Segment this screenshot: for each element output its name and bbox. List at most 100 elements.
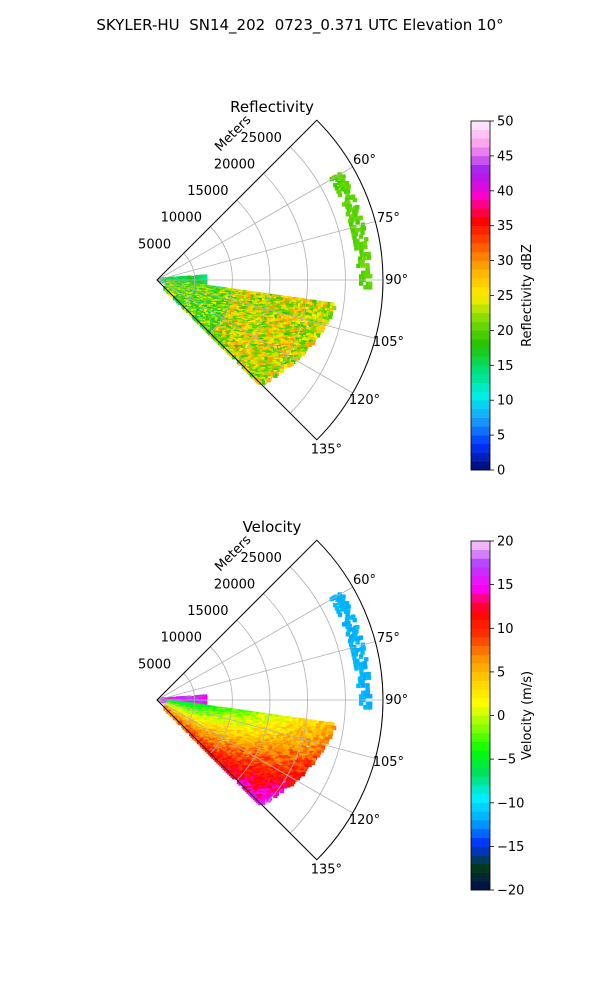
- radar-cell: [355, 204, 360, 210]
- colorbar-band: [471, 400, 490, 410]
- radar-cell: [302, 721, 308, 726]
- radar-cell: [321, 730, 327, 735]
- radar-cell: [297, 353, 302, 358]
- radar-cell: [327, 302, 333, 307]
- radar-cell: [238, 332, 244, 337]
- radar-cell: [309, 305, 314, 310]
- radar-cell: [355, 658, 360, 664]
- radar-cell: [323, 733, 328, 739]
- radar-cell: [329, 728, 334, 733]
- reflectivity-panel: 60°75°90°105°120°135°5000100001500020000…: [138, 98, 535, 479]
- radar-cell: [318, 735, 323, 740]
- radar-cell: [357, 256, 363, 261]
- radar-cell: [336, 189, 341, 194]
- radar-cell: [263, 356, 268, 361]
- colorbar-band: [471, 426, 490, 436]
- radar-cell: [350, 229, 356, 234]
- radar-cell: [286, 303, 291, 308]
- radar-cell: [325, 737, 330, 742]
- radar-cell: [285, 298, 290, 303]
- radar-cell: [313, 737, 318, 742]
- radar-cell: [365, 285, 370, 290]
- radar-cell: [296, 717, 301, 723]
- radar-cell: [364, 657, 369, 662]
- colorbar-band: [471, 199, 490, 209]
- radar-cell: [296, 321, 301, 326]
- radar-cell: [360, 245, 366, 250]
- radar-cell: [355, 647, 360, 653]
- radar-cell: [352, 235, 357, 241]
- radial-tick-label: 25000: [241, 131, 282, 146]
- radar-cell: [303, 718, 308, 724]
- colorbar-band: [471, 443, 490, 453]
- radar-cell: [310, 308, 316, 313]
- radar-cell: [282, 744, 288, 749]
- radar-cell: [242, 302, 247, 308]
- colorbar-tick-label: 0: [497, 464, 505, 479]
- radar-cell: [291, 359, 296, 365]
- radar-cell: [296, 297, 301, 303]
- radar-cell: [302, 323, 307, 328]
- radar-cell: [344, 181, 350, 186]
- radar-cell: [286, 725, 291, 731]
- radar-cell: [341, 174, 346, 179]
- radar-cell: [310, 328, 315, 333]
- colorbar-band: [471, 391, 490, 401]
- radar-cell: [235, 355, 240, 360]
- radar-cell: [306, 724, 312, 729]
- colorbar-band: [471, 121, 490, 131]
- radar-cell: [293, 304, 298, 310]
- radar-cell: [280, 299, 285, 305]
- radar-cell: [366, 251, 371, 257]
- radar-cell: [307, 342, 312, 347]
- angle-tick-label: 135°: [311, 442, 342, 457]
- radar-cell: [311, 758, 316, 763]
- radar-cell: [360, 230, 365, 235]
- radar-cell: [308, 310, 313, 315]
- radar-cell: [293, 724, 298, 730]
- radar-cell: [316, 750, 322, 755]
- radar-cell: [356, 263, 361, 269]
- radar-cell: [286, 305, 291, 311]
- radar-cell: [304, 344, 309, 349]
- angle-tick-label: 90°: [385, 273, 408, 288]
- colorbar-band: [471, 295, 490, 305]
- polar-frame: [156, 119, 384, 441]
- radar-cell: [311, 314, 317, 319]
- colorbar-band: [471, 269, 490, 279]
- radar-cell: [356, 683, 361, 689]
- radar-cell: [337, 600, 342, 606]
- colorbar-band: [471, 461, 490, 471]
- radar-cell: [264, 295, 270, 300]
- radar-cell: [365, 705, 370, 710]
- radar-cell: [363, 694, 368, 699]
- radar-cell: [261, 380, 266, 385]
- radar-cell: [273, 793, 278, 798]
- radar-cell: [346, 200, 351, 205]
- radar-cell: [264, 715, 270, 720]
- radar-cell: [337, 176, 342, 181]
- radar-cell: [289, 337, 295, 343]
- radar-cell: [305, 729, 311, 735]
- radar-cell: [295, 356, 301, 361]
- radar-cell: [247, 300, 252, 306]
- colorbar-tick-label: 50: [497, 115, 514, 130]
- radar-cell: [358, 234, 364, 239]
- radar-cell: [292, 317, 297, 322]
- radar-cell: [353, 662, 358, 668]
- colorbar-band: [471, 173, 490, 183]
- radar-cell: [287, 716, 292, 721]
- colorbar-band: [471, 243, 490, 253]
- radar-cell: [310, 748, 315, 753]
- radar-cell: [303, 766, 308, 772]
- colorbar-band: [471, 417, 490, 427]
- radar-cell: [302, 301, 308, 306]
- radar-cell: [359, 249, 364, 254]
- colorbar-tick-label: 20: [497, 324, 514, 339]
- radar-cell: [346, 184, 351, 189]
- radar-cell: [286, 764, 291, 770]
- radar-cell: [314, 303, 319, 308]
- radar-cell: [307, 302, 312, 307]
- colorbar-band: [471, 251, 490, 261]
- radar-cell: [300, 720, 305, 726]
